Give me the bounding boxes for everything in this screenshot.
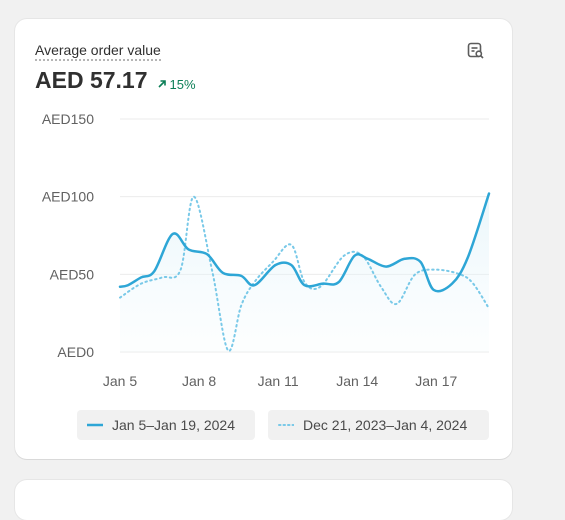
line-chart: AED0 AED50 AED100 AED150 Jan 5 Jan 8 Jan 11 Jan… [42,111,491,389]
arrow-up-right-icon [157,80,166,88]
y-tick-label: AED100 [42,189,94,205]
legend-item-current[interactable]: Jan 5–Jan 19, 2024 [77,410,255,440]
series-area-current [120,193,489,352]
next-card [15,480,512,520]
metric-row: AED 57.17 15% [35,67,196,94]
metric-change-value: 15% [169,76,196,92]
metric-title[interactable]: Average order value [35,42,161,61]
y-tick-label: AED50 [50,266,95,282]
x-tick-label: Jan 11 [258,373,299,389]
metric-value: AED 57.17 [35,67,148,93]
y-tick-label: AED0 [57,344,94,360]
metric-change-badge: 15% [157,76,196,92]
chart-magnify-icon[interactable] [465,40,487,62]
average-order-value-card: Average order value AED 57.17 15% AED0 AE… [15,19,512,459]
legend-swatch-solid [87,423,103,427]
x-tick-label: Jan 17 [415,373,457,389]
x-tick-label: Jan 8 [182,373,216,389]
y-tick-label: AED150 [42,111,94,127]
x-tick-label: Jan 5 [103,373,137,389]
x-tick-label: Jan 14 [336,373,378,389]
legend-swatch-dotted [278,424,294,426]
legend-label-current: Jan 5–Jan 19, 2024 [112,417,235,433]
legend-item-previous[interactable]: Dec 21, 2023–Jan 4, 2024 [268,410,489,440]
legend-label-previous: Dec 21, 2023–Jan 4, 2024 [303,417,468,433]
series-line-current [118,192,491,293]
